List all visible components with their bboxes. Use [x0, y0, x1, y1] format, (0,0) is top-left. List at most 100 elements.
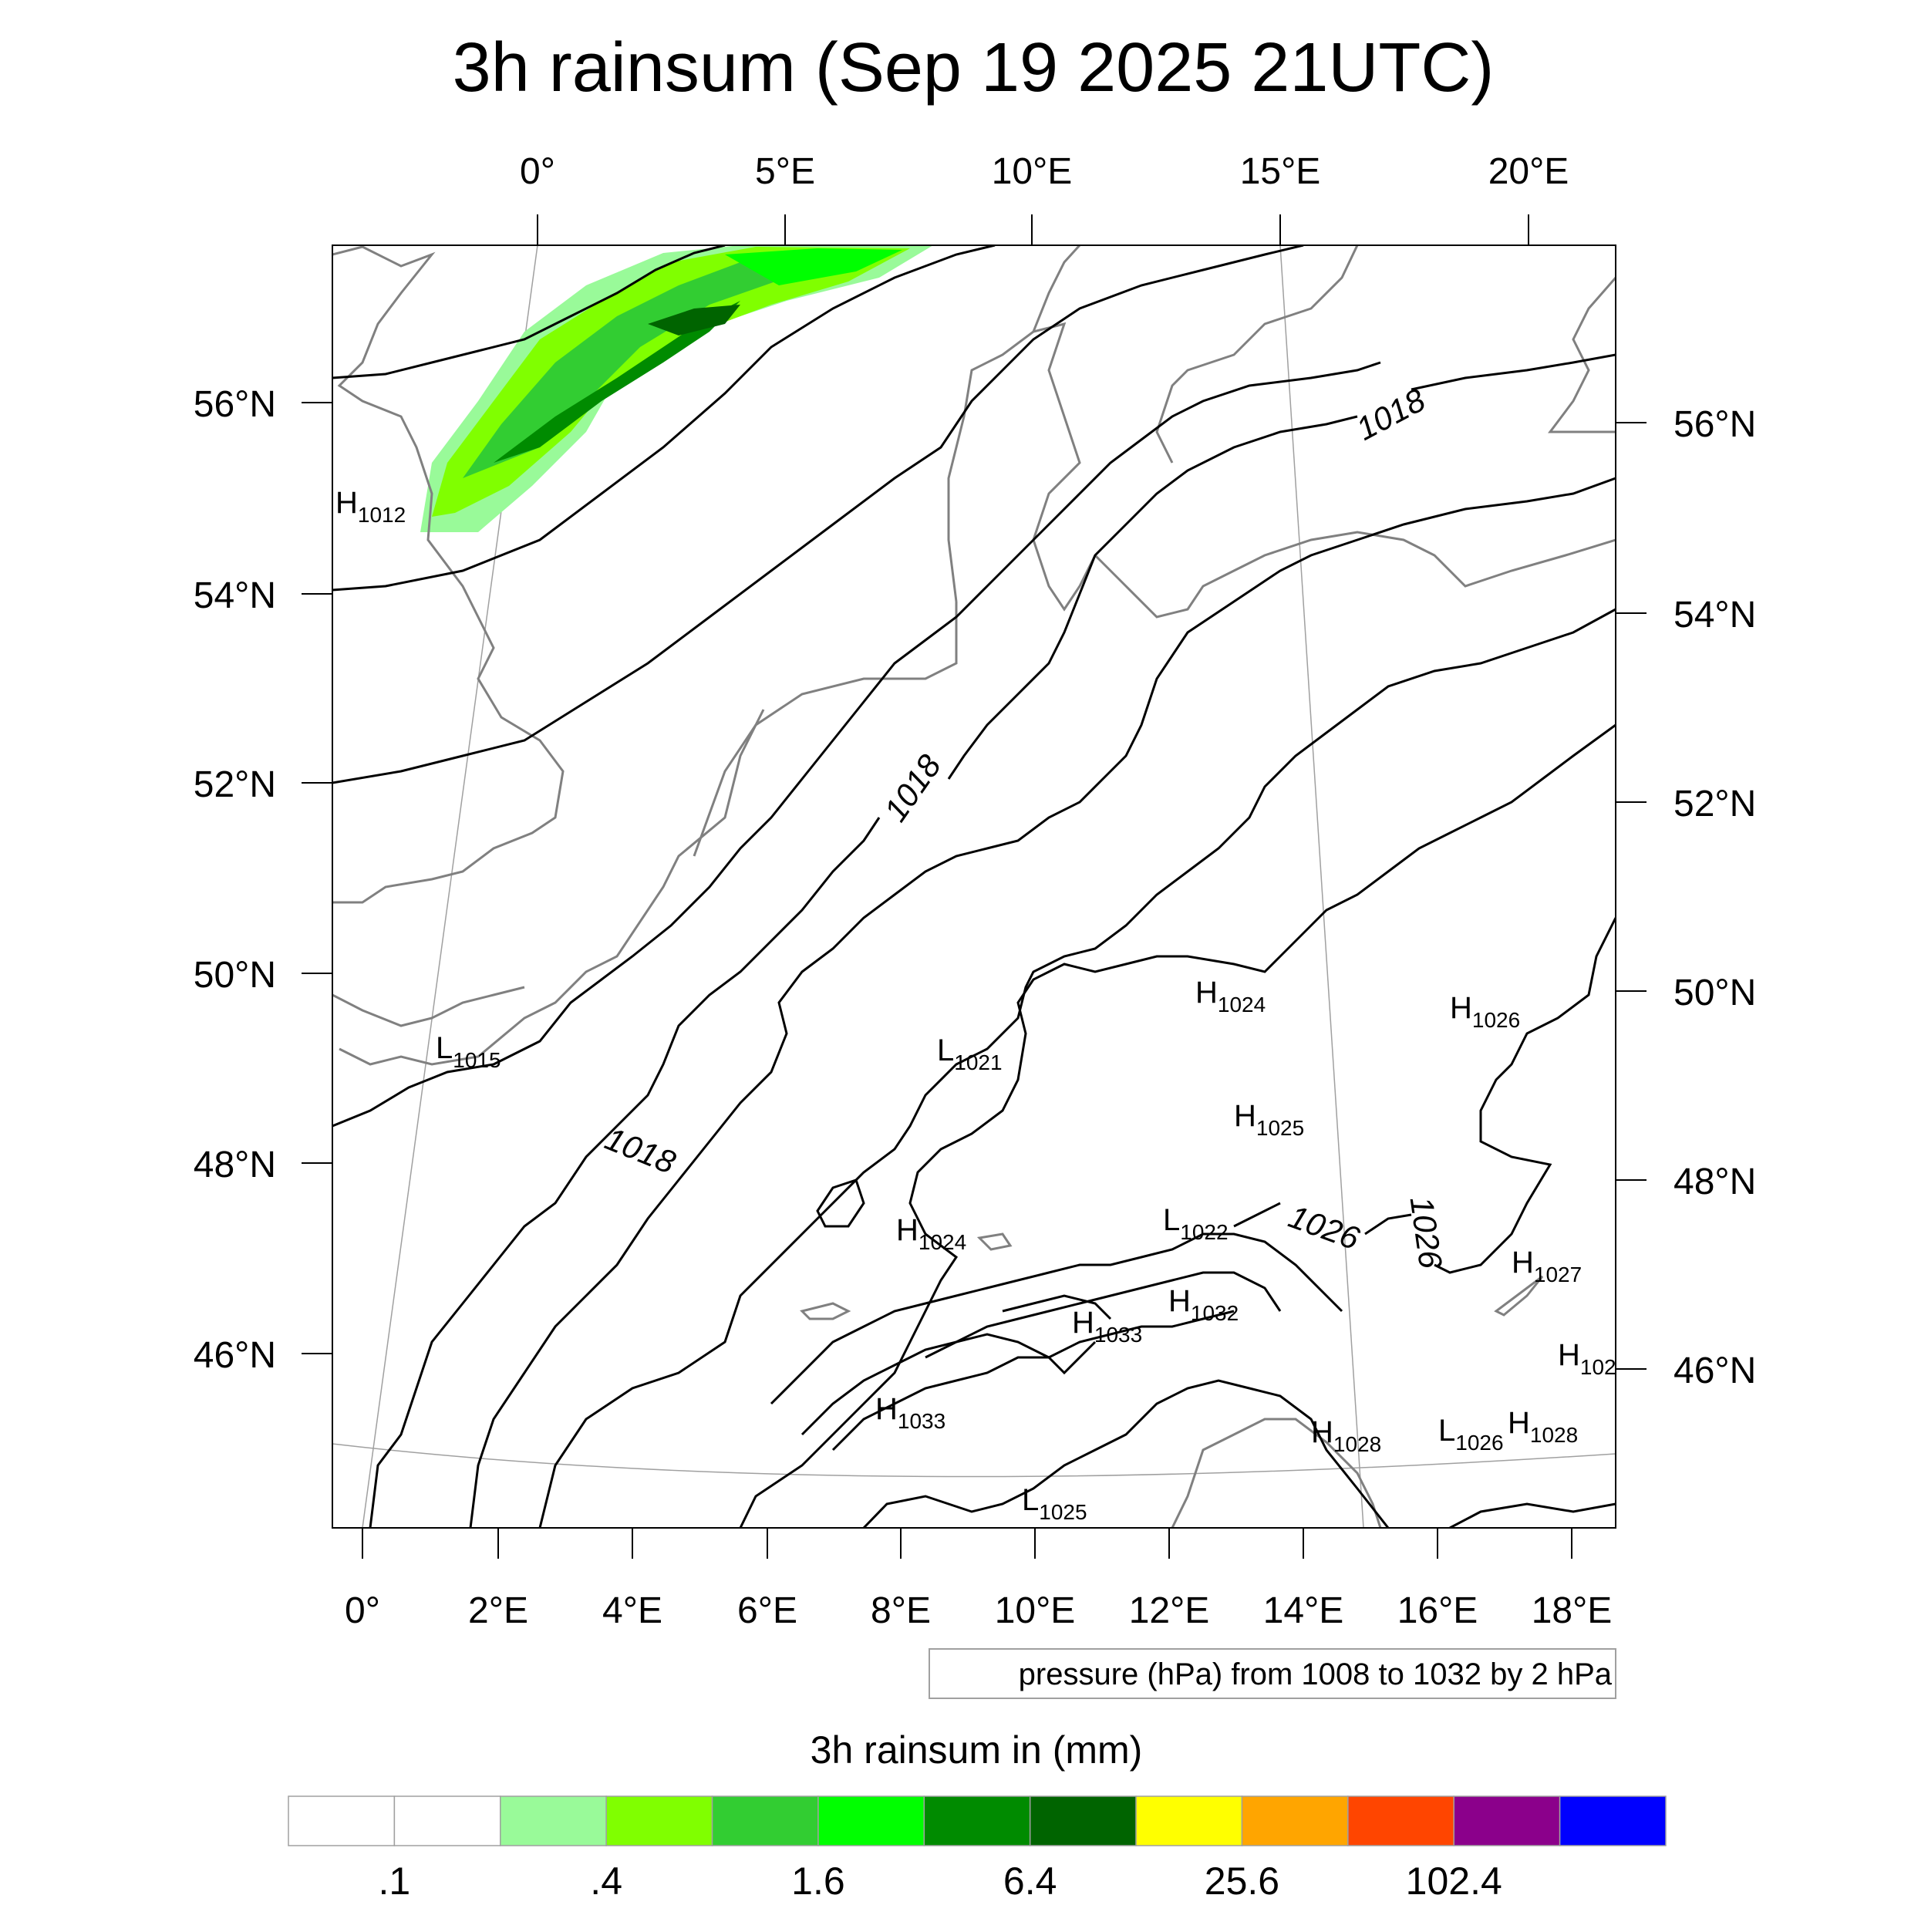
- bottom-lon-tick-label: 10°E: [995, 1590, 1076, 1631]
- bottom-lon-tick-label: 18°E: [1532, 1590, 1613, 1631]
- left-lat-tick-label: 54°N: [194, 575, 276, 616]
- isobar-1026-b: [1364, 1213, 1412, 1236]
- coast-great-britain: [332, 245, 565, 904]
- chart-title: 3h rainsum (Sep 19 2025 21UTC): [453, 29, 1495, 106]
- isobar-1022: [538, 608, 1616, 1528]
- bottom-lon-labels: 0° 2°E 4°E 6°E 8°E 10°E 12°E 14°E 16°E 18°E: [345, 1590, 1612, 1631]
- isobar-1018-b: [1411, 353, 1616, 391]
- isobar-alps-island: [816, 1178, 865, 1228]
- isobar-1020: [469, 477, 1616, 1528]
- colorbar-swatch: [1029, 1795, 1137, 1846]
- colorbar-swatch: [1347, 1795, 1454, 1846]
- top-lon-tick-label: 0°: [520, 151, 555, 192]
- left-lat-tick-label: 52°N: [194, 764, 276, 805]
- coastlines: [332, 245, 1616, 1528]
- isobars: [332, 245, 1616, 1528]
- left-lat-tick-label: 46°N: [194, 1335, 276, 1376]
- colorbar: [288, 1795, 1667, 1846]
- colorbar-label: .1: [379, 1860, 411, 1903]
- right-lat-tick-label: 52°N: [1674, 784, 1756, 824]
- left-lat-tick-label: 48°N: [194, 1145, 276, 1185]
- rain-green: [725, 248, 902, 285]
- rain-darkest: [648, 305, 740, 335]
- pressure-center-label: H1033: [875, 1392, 945, 1433]
- left-lat-tick-label: 56°N: [194, 384, 276, 425]
- pressure-center-label: H1028: [1508, 1406, 1578, 1447]
- coast-denmark: [947, 322, 1097, 612]
- legend-title: 3h rainsum in (mm): [811, 1728, 1143, 1772]
- colorbar-label: 1.6: [791, 1860, 845, 1903]
- bottom-lon-tick-label: 6°E: [737, 1590, 797, 1631]
- top-lon-tick-label: 15°E: [1240, 151, 1321, 192]
- left-lat-labels: 56°N 54°N 52°N 50°N 48°N 46°N: [194, 384, 276, 1376]
- colorbar-label: 25.6: [1205, 1860, 1279, 1903]
- colorbar-label: .4: [590, 1860, 622, 1903]
- pressure-center-label: L1025: [1022, 1483, 1087, 1524]
- isobar-alps-5: [1002, 1294, 1112, 1320]
- coast-adriatic: [1171, 1418, 1382, 1528]
- pressure-center-label: L1021: [937, 1033, 1003, 1074]
- left-lat-tick-label: 50°N: [194, 955, 276, 996]
- bottom-lon-tick-label: 14°E: [1263, 1590, 1344, 1631]
- isobar-1016: [332, 245, 1304, 784]
- right-lat-tick-label: 56°N: [1674, 404, 1756, 445]
- colorbar-swatch: [817, 1795, 925, 1846]
- bottom-lon-tick-label: 16°E: [1397, 1590, 1478, 1631]
- colorbar-swatch: [1559, 1795, 1667, 1846]
- coast-netherlands: [693, 602, 958, 857]
- isobar-1026: [1434, 917, 1616, 1274]
- pressure-center-label: L1026: [1438, 1414, 1504, 1455]
- isobar-po-valley: [862, 1379, 1390, 1528]
- isobar-alps-4: [925, 1333, 1097, 1375]
- colorbar-swatch: [393, 1795, 501, 1846]
- pressure-center-label: H102: [1558, 1338, 1616, 1379]
- pressure-center-label: L1022: [1163, 1203, 1229, 1244]
- graticule-15e: [1279, 245, 1364, 1528]
- colorbar-swatch: [1241, 1795, 1349, 1846]
- pressure-center-label: H1032: [1168, 1284, 1239, 1325]
- isobar-alps-1: [770, 1232, 1343, 1405]
- colorbar-label: 102.4: [1406, 1860, 1502, 1903]
- top-lon-tick-label: 10°E: [992, 151, 1073, 192]
- coast-baltic: [1548, 277, 1616, 433]
- colorbar-swatch: [1453, 1795, 1561, 1846]
- colorbar-label: 6.4: [1003, 1860, 1057, 1903]
- pressure-center-label: H1028: [1311, 1415, 1381, 1456]
- colorbar-labels: .1 .4 1.6 6.4 25.6 102.4: [379, 1860, 1502, 1903]
- pressure-center-label: L1015: [436, 1031, 501, 1072]
- colorbar-swatch: [1135, 1795, 1243, 1846]
- top-lon-tick-label: 20°E: [1488, 151, 1569, 192]
- lake-balaton: [1494, 1275, 1544, 1317]
- graticule-45n: [332, 1443, 1616, 1478]
- right-lat-labels: 56°N 54°N 52°N 50°N 48°N 46°N: [1674, 404, 1756, 1391]
- rain-dark: [494, 301, 740, 463]
- tick-marks: [302, 214, 1647, 1559]
- right-lat-tick-label: 50°N: [1674, 973, 1756, 1013]
- coast-france: [339, 709, 765, 1066]
- contour-note: pressure (hPa) from 1008 to 1032 by 2 hP…: [1019, 1657, 1613, 1691]
- isobar-1024: [739, 723, 1616, 1528]
- coast-sweden: [1032, 245, 1359, 464]
- isobar-se: [1449, 1502, 1616, 1528]
- pressure-center-label: H1012: [335, 486, 406, 527]
- map-frame: [332, 244, 1616, 1529]
- bottom-lon-tick-label: 0°: [345, 1590, 380, 1631]
- top-lon-tick-label: 5°E: [755, 151, 815, 192]
- top-lon-labels: 0° 5°E 10°E 15°E 20°E: [520, 151, 1569, 192]
- bottom-lon-tick-label: 12°E: [1129, 1590, 1210, 1631]
- colorbar-swatch: [500, 1795, 607, 1846]
- coast-germany-poland: [1094, 531, 1616, 619]
- pressure-center-label: H1026: [1450, 991, 1520, 1032]
- bottom-lon-tick-label: 2°E: [468, 1590, 528, 1631]
- pressure-center-label: H1027: [1512, 1246, 1582, 1286]
- isobar-1018-a: [332, 361, 1381, 1128]
- right-lat-tick-label: 48°N: [1674, 1162, 1756, 1202]
- pressure-centers: H1012 L1015 L1021 H1024 H1026 H1025 H1024 L1022…: [335, 486, 1616, 1524]
- isobar-alps-2: [801, 1271, 1282, 1436]
- lake-geneva: [800, 1302, 851, 1320]
- colorbar-swatch: [923, 1795, 1031, 1846]
- right-lat-tick-label: 46°N: [1674, 1350, 1756, 1391]
- map-layers: [332, 245, 1616, 1528]
- rain-band: [420, 245, 933, 532]
- bottom-lon-tick-label: 8°E: [871, 1590, 931, 1631]
